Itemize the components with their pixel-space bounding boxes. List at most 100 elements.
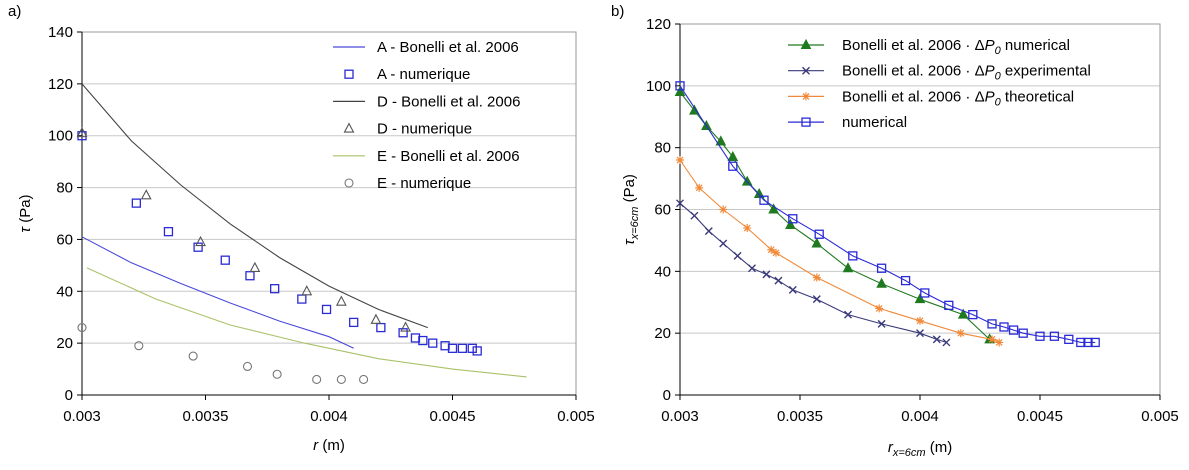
data-point xyxy=(916,316,924,325)
data-point xyxy=(988,335,996,344)
legend-label-subscript: 0 xyxy=(995,71,1002,83)
x-tick-label: 0.003 xyxy=(63,408,101,425)
legend-swatch-marker xyxy=(800,38,812,49)
data-point xyxy=(77,323,87,333)
data-point xyxy=(1035,331,1045,341)
data-point xyxy=(193,242,203,252)
plot-area xyxy=(81,31,577,396)
data-point xyxy=(875,304,884,313)
grid xyxy=(82,31,576,344)
series-line xyxy=(679,85,1096,343)
data-point xyxy=(987,319,997,329)
x-axis-label-subscript: x=6cm xyxy=(892,447,926,459)
y-tick-label: 0 xyxy=(65,387,73,404)
x-tick-label: 0.004 xyxy=(310,408,348,425)
data-point xyxy=(727,150,739,161)
data-point xyxy=(321,304,332,315)
data-point xyxy=(349,317,359,328)
legend-label: Bonelli et al. 2006 · ΔP0 theoretical xyxy=(842,88,1074,108)
data-point xyxy=(733,251,742,260)
y-axis-label-unit: (Pa) xyxy=(621,174,638,207)
data-point xyxy=(772,248,780,257)
x-axis-label-symbol: r xyxy=(888,439,894,456)
data-point xyxy=(467,343,477,353)
y-axis-label: τ (Pa) xyxy=(17,194,34,232)
x-tick-label: 0.0045 xyxy=(1017,408,1063,425)
legend-label: Bonelli et al. 2006 · ΔP0 numerical xyxy=(842,37,1070,57)
data-point xyxy=(249,261,261,273)
data-point xyxy=(675,81,685,91)
data-point xyxy=(457,343,468,353)
x-axis-label-unit: (m) xyxy=(926,439,953,456)
data-point xyxy=(134,341,144,351)
x-tick-label: 0.005 xyxy=(557,408,595,425)
y-tick-label: 0 xyxy=(663,387,671,404)
legend-label: numerical xyxy=(842,114,907,131)
data-point xyxy=(418,335,428,346)
legend-item: D - numerique xyxy=(343,121,472,138)
data-point xyxy=(676,156,684,165)
legend-label-subscript: 0 xyxy=(995,96,1002,108)
legend: Bonelli et al. 2006 · ΔP0 numerical Bonel… xyxy=(788,37,1091,131)
data-point xyxy=(956,329,965,338)
data-point xyxy=(359,374,369,384)
legend-label-text: experimental xyxy=(1001,63,1091,80)
data-point xyxy=(811,237,823,248)
data-point xyxy=(1076,337,1086,348)
data-point xyxy=(748,264,756,273)
series-line xyxy=(679,202,947,343)
x-tick-label: 0.0035 xyxy=(777,408,823,425)
legend-label-text: D - numerique xyxy=(377,121,472,138)
y-tick-label: 100 xyxy=(48,128,73,145)
legend-label: Bonelli et al. 2006 · ΔP0 experimental xyxy=(842,63,1091,83)
series-line xyxy=(81,83,428,329)
data-point xyxy=(719,239,728,248)
data-point xyxy=(916,329,924,338)
data-point xyxy=(844,310,852,319)
legend-swatch-marker xyxy=(343,122,355,133)
data-point xyxy=(728,161,738,171)
y-tick-label: 60 xyxy=(56,231,73,248)
x-tick-label: 0.003 xyxy=(661,408,699,425)
legend-item: E - Bonelli et al. 2006 xyxy=(333,148,520,165)
legend-item: A - Bonelli et al. 2006 xyxy=(333,39,519,56)
data-point xyxy=(335,295,347,306)
data-point xyxy=(968,309,978,320)
y-tick-label: 40 xyxy=(654,263,671,280)
data-point xyxy=(76,126,88,138)
data-point xyxy=(674,85,686,97)
series-line xyxy=(81,236,354,349)
legend-label-subscript: 0 xyxy=(995,45,1002,57)
data-point xyxy=(272,369,282,379)
data-point xyxy=(695,183,704,192)
x-axis-label: rx=6cm (m) xyxy=(888,439,952,459)
data-point xyxy=(370,313,382,324)
data-point xyxy=(195,235,206,247)
data-point xyxy=(741,175,753,186)
data-point xyxy=(876,263,887,273)
y-axis-label-symbol: τ xyxy=(17,226,34,233)
legend: A - Bonelli et al. 2006 A - numerique D - … xyxy=(333,39,520,192)
data-point xyxy=(900,275,911,286)
series-line xyxy=(679,159,1000,343)
legend-swatch-marker xyxy=(344,69,354,79)
series-4 xyxy=(675,81,1100,348)
legend-label: A - Bonelli et al. 2006 xyxy=(377,39,519,56)
panel-label: b) xyxy=(611,3,624,20)
y-tick-label: 20 xyxy=(56,335,73,352)
series-4 xyxy=(76,126,411,332)
legend-label-symbol: P xyxy=(985,37,995,54)
y-tick-label: 40 xyxy=(56,283,73,300)
legend-swatch-marker xyxy=(344,178,354,188)
data-point xyxy=(472,346,482,356)
legend-item: numerical xyxy=(788,114,907,131)
series-3 xyxy=(81,83,428,329)
data-point xyxy=(704,227,713,236)
data-point xyxy=(788,285,797,294)
data-point xyxy=(245,271,255,281)
data-point xyxy=(1090,337,1100,348)
y-axis-label-symbol: τ xyxy=(621,238,638,245)
data-point xyxy=(163,226,174,237)
legend-swatch-marker xyxy=(801,117,811,127)
series-1 xyxy=(81,236,354,349)
